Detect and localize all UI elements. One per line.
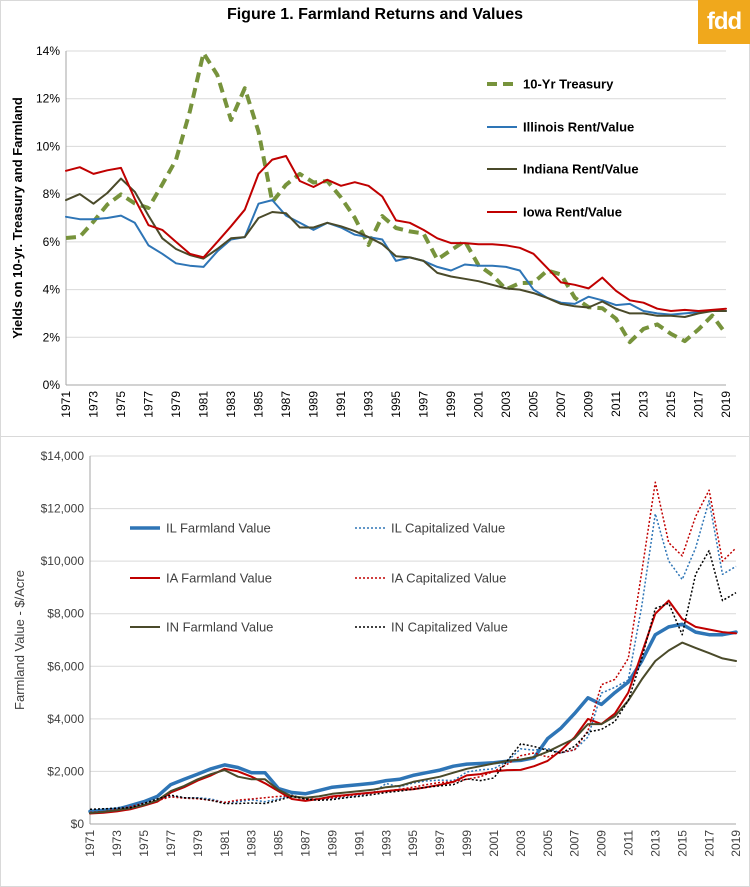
x-tick-label: 2007 (568, 830, 582, 857)
x-tick-label: 1989 (325, 830, 339, 857)
x-tick-label: 1985 (272, 830, 286, 857)
x-tick-label: 2015 (664, 391, 678, 418)
x-tick-label: 2011 (609, 391, 623, 417)
x-tick-label: 2001 (487, 830, 501, 857)
x-tick-label: 2009 (595, 830, 609, 857)
x-tick-label: 1993 (362, 391, 376, 418)
x-tick-label: 1981 (218, 830, 232, 857)
x-tick-label: 1987 (279, 391, 293, 418)
x-tick-label: 1971 (59, 391, 73, 418)
legend-label-il-capitalized-value: IL Capitalized Value (391, 521, 505, 536)
y-tick-label: $14,000 (41, 449, 85, 463)
x-tick-label: 1975 (137, 830, 151, 857)
y-tick-label: 14% (36, 44, 60, 58)
x-tick-label: 1983 (245, 830, 259, 857)
x-tick-label: 2003 (514, 830, 528, 857)
chart-title: Figure 1. Farmland Returns and Values (226, 6, 524, 23)
y-tick-label: 8% (43, 187, 61, 201)
x-tick-label: 1979 (169, 391, 183, 418)
x-tick-label: 1999 (444, 391, 458, 418)
series-line-il-capitalized-value (89, 499, 737, 812)
x-tick-label: 2005 (527, 391, 541, 418)
x-tick-label: 1973 (110, 830, 124, 857)
legend-label-10-yr-treasury: 10-Yr Treasury (523, 77, 614, 92)
x-tick-label: 1981 (197, 391, 211, 418)
x-tick-label: 1979 (191, 830, 205, 857)
x-tick-label: 2017 (692, 391, 706, 418)
x-tick-label: 2019 (729, 830, 743, 857)
fdd-logo: fdd (698, 0, 750, 44)
x-tick-label: 1977 (164, 830, 178, 857)
series-line-ia-farmland-value (89, 599, 737, 815)
series-line-iowa-rent-value (65, 155, 727, 312)
x-tick-label: 1971 (83, 830, 97, 857)
legend-label-il-farmland-value: IL Farmland Value (166, 521, 271, 536)
x-tick-label: 1991 (352, 830, 366, 857)
x-tick-label: 1989 (307, 391, 321, 418)
series-line-ia-capitalized-value (89, 481, 737, 814)
x-tick-label: 2001 (472, 391, 486, 418)
x-tick-label: 1997 (417, 391, 431, 418)
x-tick-label: 1997 (433, 830, 447, 857)
x-tick-label: 1975 (114, 391, 128, 418)
series-line-illinois-rent-value (65, 199, 727, 316)
y-tick-label: $8,000 (47, 607, 84, 621)
x-tick-label: 1993 (379, 830, 393, 857)
x-tick-label: 1991 (334, 391, 348, 418)
x-tick-label: 2011 (622, 830, 636, 856)
legend-label-ia-farmland-value: IA Farmland Value (166, 571, 272, 586)
legend-label-indiana-rent-value: Indiana Rent/Value (523, 162, 639, 177)
legend-label-ia-capitalized-value: IA Capitalized Value (391, 571, 506, 586)
x-tick-label: 1987 (299, 830, 313, 857)
x-tick-label: 2003 (499, 391, 513, 418)
x-tick-label: 1985 (252, 391, 266, 418)
x-tick-label: 2017 (702, 830, 716, 857)
y-tick-label: 12% (36, 92, 60, 106)
x-tick-label: 2013 (637, 391, 651, 418)
x-tick-label: 2009 (582, 391, 596, 418)
y-tick-label: 6% (43, 235, 61, 249)
x-tick-label: 2013 (648, 830, 662, 857)
y-tick-label: 0% (43, 378, 61, 392)
y-tick-label: $12,000 (41, 502, 85, 516)
y-tick-label: $2,000 (47, 764, 84, 778)
panel-divider (0, 436, 750, 437)
x-tick-label: 2005 (541, 830, 555, 857)
legend-label-iowa-rent-value: Iowa Rent/Value (523, 205, 622, 220)
series-line-indiana-rent-value (65, 177, 727, 318)
legend-label-in-farmland-value: IN Farmland Value (166, 620, 273, 635)
x-tick-label: 1999 (460, 830, 474, 857)
x-tick-label: 1983 (224, 391, 238, 418)
legend-label-in-capitalized-value: IN Capitalized Value (391, 620, 508, 635)
y-axis-label: Yields on 10-yr. Treasury and Farmland (10, 97, 25, 339)
x-tick-label: 1995 (389, 391, 403, 418)
x-tick-label: 1977 (142, 391, 156, 418)
series-line-10-yr-treasury (65, 51, 728, 345)
x-tick-label: 1995 (406, 830, 420, 857)
series-line-in-capitalized-value (89, 549, 737, 811)
y-tick-label: $10,000 (41, 554, 85, 568)
y-tick-label: $6,000 (47, 659, 84, 673)
returns-chart: 0% 2% 4% 6% 8% 10% 12% 14% 1971 1973 1975 1977 1979 1… (10, 44, 733, 418)
y-tick-label: 10% (36, 139, 60, 153)
y-tick-label: $0 (71, 817, 85, 831)
x-tick-label: 2019 (719, 391, 733, 418)
x-tick-label: 2015 (675, 830, 689, 857)
y-tick-label: 4% (43, 283, 61, 297)
y-axis-label: Farmland Value - $/Acre (12, 570, 27, 710)
legend-label-illinois-rent-value: Illinois Rent/Value (523, 120, 634, 135)
series-line-il-farmland-value (88, 622, 738, 814)
y-tick-label: 2% (43, 330, 61, 344)
y-tick-label: $4,000 (47, 712, 84, 726)
x-tick-label: 2007 (554, 391, 568, 418)
x-tick-label: 1973 (87, 391, 101, 418)
